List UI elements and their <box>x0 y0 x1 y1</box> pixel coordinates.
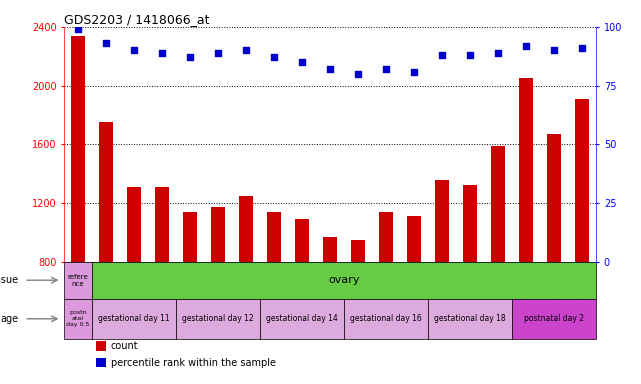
Point <box>213 50 223 56</box>
Point <box>437 52 447 58</box>
Bar <box>99 122 113 262</box>
Bar <box>155 187 169 262</box>
Text: gestational day 11: gestational day 11 <box>98 314 170 323</box>
Bar <box>92 299 176 339</box>
Bar <box>267 212 281 262</box>
Bar <box>323 237 337 262</box>
Bar <box>519 78 533 262</box>
Point <box>269 55 279 61</box>
Bar <box>71 36 85 262</box>
Bar <box>512 299 596 339</box>
Point <box>241 47 251 53</box>
Point <box>521 43 531 49</box>
Bar <box>127 187 141 262</box>
Bar <box>351 240 365 262</box>
Bar <box>575 99 589 262</box>
Point <box>129 47 139 53</box>
Point <box>465 52 475 58</box>
Bar <box>491 146 505 262</box>
Text: postn
atal
day 0.5: postn atal day 0.5 <box>67 311 90 327</box>
Point <box>325 66 335 72</box>
Bar <box>379 212 393 262</box>
Bar <box>344 299 428 339</box>
Bar <box>64 299 92 339</box>
Point <box>549 47 559 53</box>
Text: postnatal day 2: postnatal day 2 <box>524 314 584 323</box>
Text: gestational day 12: gestational day 12 <box>182 314 254 323</box>
Text: tissue: tissue <box>0 275 19 285</box>
Bar <box>64 262 92 299</box>
Text: gestational day 14: gestational day 14 <box>266 314 338 323</box>
Point <box>101 40 112 46</box>
Bar <box>239 196 253 262</box>
Bar <box>407 216 421 262</box>
Text: refere
nce: refere nce <box>68 274 88 287</box>
Bar <box>96 341 106 351</box>
Text: age: age <box>1 314 19 324</box>
Point <box>493 50 503 56</box>
Bar <box>260 299 344 339</box>
Bar <box>183 212 197 262</box>
Bar <box>435 180 449 262</box>
Bar <box>176 299 260 339</box>
Text: count: count <box>111 341 138 351</box>
Point <box>73 26 83 32</box>
Bar <box>96 358 106 367</box>
Point <box>577 45 587 51</box>
Text: gestational day 18: gestational day 18 <box>435 314 506 323</box>
Point <box>409 68 419 74</box>
Bar <box>463 185 477 262</box>
Text: percentile rank within the sample: percentile rank within the sample <box>111 358 276 368</box>
Point <box>353 71 363 77</box>
Point <box>381 66 391 72</box>
Bar <box>295 219 309 262</box>
Bar <box>428 299 512 339</box>
Text: ovary: ovary <box>328 275 360 285</box>
Bar <box>211 207 225 262</box>
Point <box>297 59 307 65</box>
Bar <box>547 134 561 262</box>
Text: gestational day 16: gestational day 16 <box>350 314 422 323</box>
Text: GDS2203 / 1418066_at: GDS2203 / 1418066_at <box>64 13 210 26</box>
Point <box>185 55 196 61</box>
Point <box>157 50 167 56</box>
